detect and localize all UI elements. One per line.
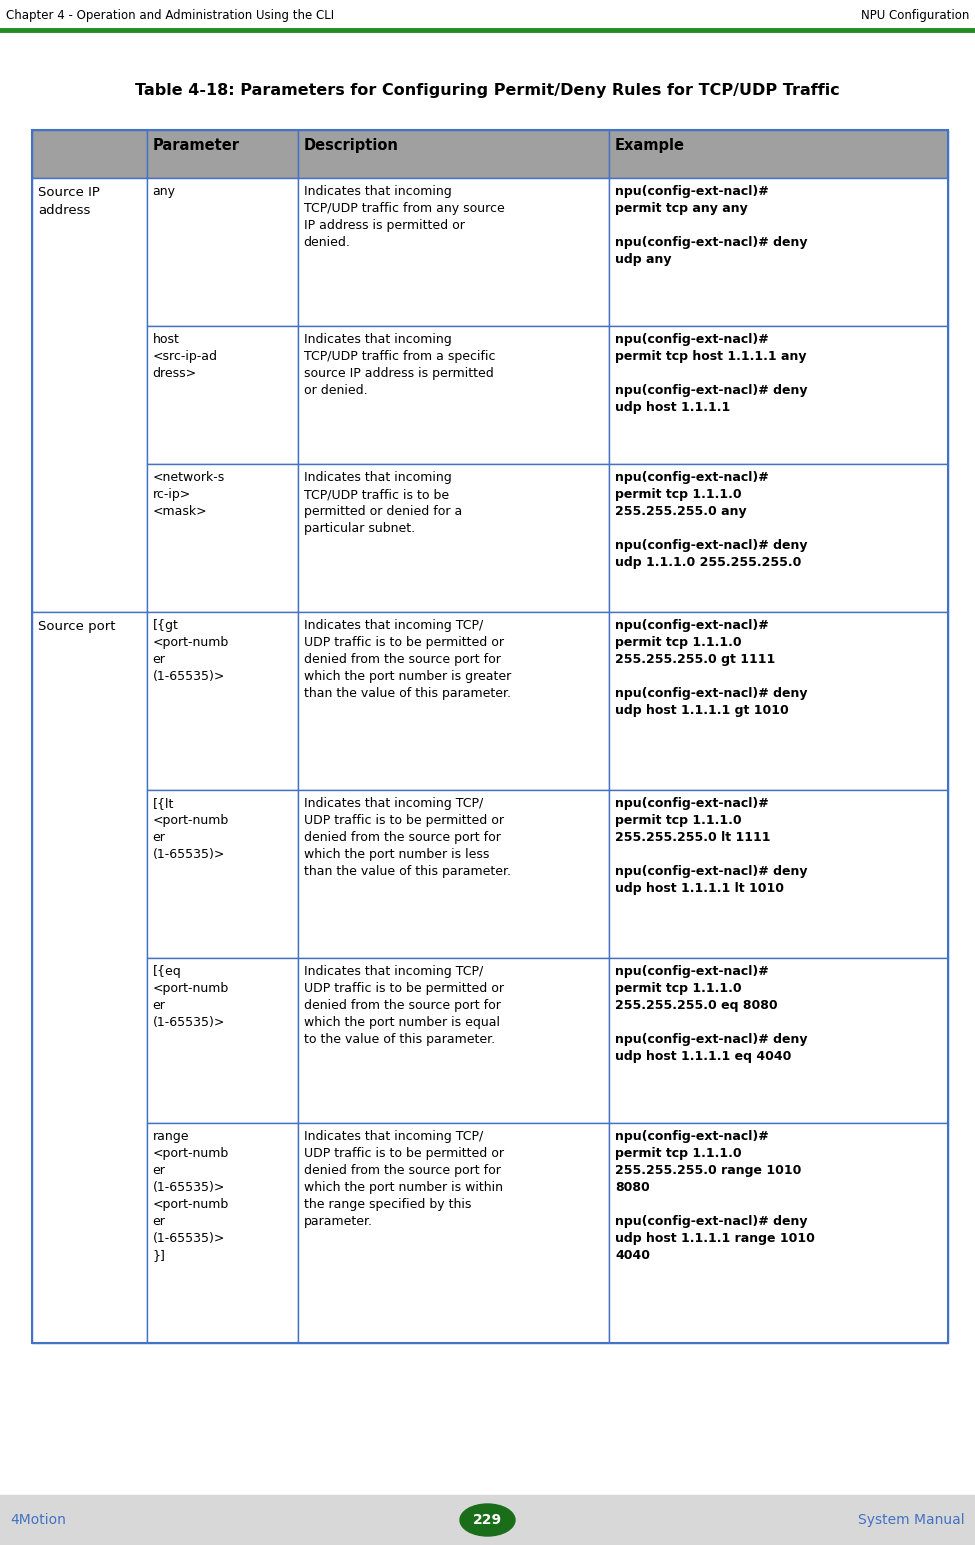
Bar bbox=[146, 1123, 297, 1343]
Bar bbox=[146, 464, 297, 612]
Text: npu(config-ext-nacl)#
permit tcp 1.1.1.0
255.255.255.0 any

npu(config-ext-nacl): npu(config-ext-nacl)# permit tcp 1.1.1.0… bbox=[615, 471, 807, 569]
Text: [{eq
<port-numb
er
(1-65535)>: [{eq <port-numb er (1-65535)> bbox=[152, 966, 229, 1029]
Bar bbox=[609, 1123, 948, 1343]
Text: npu(config-ext-nacl)#
permit tcp 1.1.1.0
255.255.255.0 range 1010
8080

npu(conf: npu(config-ext-nacl)# permit tcp 1.1.1.0… bbox=[615, 1129, 815, 1262]
Text: Indicates that incoming TCP/
UDP traffic is to be permitted or
denied from the s: Indicates that incoming TCP/ UDP traffic… bbox=[303, 966, 504, 1046]
Text: Parameter: Parameter bbox=[152, 138, 240, 153]
Text: any: any bbox=[152, 185, 176, 198]
Text: npu(config-ext-nacl)#
permit tcp host 1.1.1.1 any

npu(config-ext-nacl)# deny
ud: npu(config-ext-nacl)# permit tcp host 1.… bbox=[615, 334, 807, 414]
Text: npu(config-ext-nacl)#
permit tcp 1.1.1.0
255.255.255.0 lt 1111

npu(config-ext-n: npu(config-ext-nacl)# permit tcp 1.1.1.0… bbox=[615, 797, 807, 895]
Text: Source IP
address: Source IP address bbox=[38, 185, 99, 216]
Bar bbox=[146, 130, 297, 178]
Text: Indicates that incoming
TCP/UDP traffic from any source
IP address is permitted : Indicates that incoming TCP/UDP traffic … bbox=[303, 185, 504, 249]
Text: Indicates that incoming
TCP/UDP traffic from a specific
source IP address is per: Indicates that incoming TCP/UDP traffic … bbox=[303, 334, 495, 397]
Text: Indicates that incoming TCP/
UDP traffic is to be permitted or
denied from the s: Indicates that incoming TCP/ UDP traffic… bbox=[303, 1129, 504, 1228]
Text: npu(config-ext-nacl)#
permit tcp any any

npu(config-ext-nacl)# deny
udp any: npu(config-ext-nacl)# permit tcp any any… bbox=[615, 185, 807, 266]
Bar bbox=[297, 958, 609, 1123]
Bar bbox=[32, 178, 146, 612]
Text: range
<port-numb
er
(1-65535)>
<port-numb
er
(1-65535)>
}]: range <port-numb er (1-65535)> <port-num… bbox=[152, 1129, 229, 1262]
Text: System Manual: System Manual bbox=[858, 1513, 965, 1526]
Text: Description: Description bbox=[303, 138, 399, 153]
Bar bbox=[0, 0, 975, 29]
Bar bbox=[297, 130, 609, 178]
Bar bbox=[146, 789, 297, 958]
Text: Source port: Source port bbox=[38, 620, 115, 633]
Bar bbox=[609, 612, 948, 789]
Bar bbox=[609, 464, 948, 612]
Text: Chapter 4 - Operation and Administration Using the CLI: Chapter 4 - Operation and Administration… bbox=[6, 9, 334, 22]
Bar bbox=[146, 612, 297, 789]
Bar bbox=[0, 1496, 975, 1545]
Bar bbox=[297, 326, 609, 464]
Ellipse shape bbox=[460, 1503, 515, 1536]
Text: [{lt
<port-numb
er
(1-65535)>: [{lt <port-numb er (1-65535)> bbox=[152, 797, 229, 861]
Bar bbox=[32, 612, 146, 1343]
Bar bbox=[297, 178, 609, 326]
Bar bbox=[146, 958, 297, 1123]
Text: Indicates that incoming TCP/
UDP traffic is to be permitted or
denied from the s: Indicates that incoming TCP/ UDP traffic… bbox=[303, 797, 511, 878]
Text: 4Motion: 4Motion bbox=[10, 1513, 66, 1526]
Text: host
<src-ip-ad
dress>: host <src-ip-ad dress> bbox=[152, 334, 217, 380]
Bar bbox=[609, 130, 948, 178]
Bar bbox=[609, 178, 948, 326]
Bar bbox=[146, 326, 297, 464]
Text: [{gt
<port-numb
er
(1-65535)>: [{gt <port-numb er (1-65535)> bbox=[152, 620, 229, 683]
Text: 229: 229 bbox=[473, 1513, 502, 1526]
Bar bbox=[609, 789, 948, 958]
Bar bbox=[146, 178, 297, 326]
Text: Indicates that incoming
TCP/UDP traffic is to be
permitted or denied for a
parti: Indicates that incoming TCP/UDP traffic … bbox=[303, 471, 462, 535]
Bar bbox=[609, 326, 948, 464]
Bar bbox=[297, 1123, 609, 1343]
Text: npu(config-ext-nacl)#
permit tcp 1.1.1.0
255.255.255.0 gt 1111

npu(config-ext-n: npu(config-ext-nacl)# permit tcp 1.1.1.0… bbox=[615, 620, 807, 717]
Bar bbox=[297, 612, 609, 789]
Text: <network-s
rc-ip>
<mask>: <network-s rc-ip> <mask> bbox=[152, 471, 225, 518]
Text: npu(config-ext-nacl)#
permit tcp 1.1.1.0
255.255.255.0 eq 8080

npu(config-ext-n: npu(config-ext-nacl)# permit tcp 1.1.1.0… bbox=[615, 966, 807, 1063]
Bar bbox=[297, 464, 609, 612]
Text: NPU Configuration: NPU Configuration bbox=[861, 9, 969, 22]
Bar bbox=[297, 789, 609, 958]
Bar bbox=[32, 130, 146, 178]
Text: Example: Example bbox=[615, 138, 685, 153]
Bar bbox=[32, 130, 948, 1343]
Text: Table 4-18: Parameters for Configuring Permit/Deny Rules for TCP/UDP Traffic: Table 4-18: Parameters for Configuring P… bbox=[136, 82, 839, 97]
Text: Indicates that incoming TCP/
UDP traffic is to be permitted or
denied from the s: Indicates that incoming TCP/ UDP traffic… bbox=[303, 620, 511, 700]
Bar bbox=[609, 958, 948, 1123]
